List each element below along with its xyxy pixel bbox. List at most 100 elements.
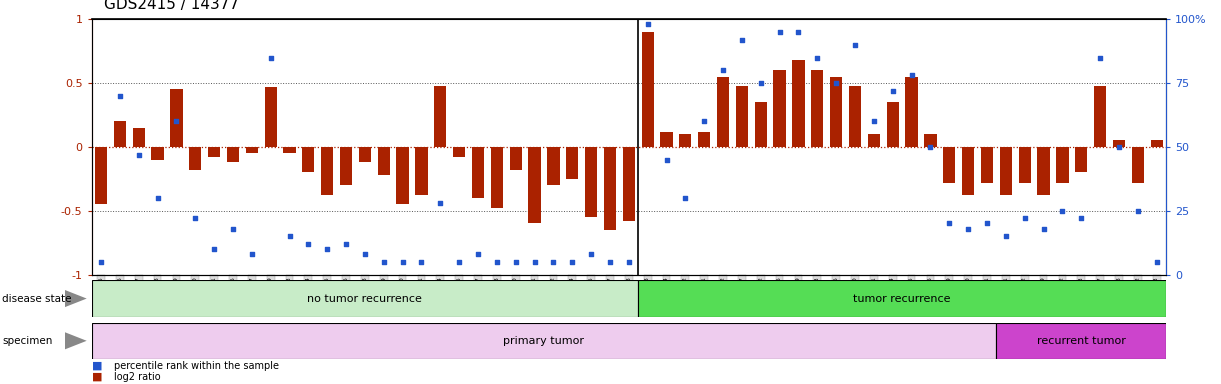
- Text: specimen: specimen: [2, 336, 53, 346]
- Point: [827, 80, 846, 86]
- Bar: [924, 134, 937, 147]
- Bar: [849, 86, 861, 147]
- Point: [1015, 215, 1034, 222]
- Bar: [585, 147, 597, 217]
- Bar: [114, 121, 126, 147]
- Point: [468, 251, 487, 257]
- Point: [883, 88, 902, 94]
- Point: [1109, 144, 1128, 150]
- Text: ■: ■: [92, 361, 103, 371]
- Bar: [604, 147, 617, 230]
- Point: [431, 200, 451, 206]
- Bar: [886, 102, 899, 147]
- Bar: [245, 147, 258, 153]
- Point: [902, 72, 922, 78]
- Bar: [943, 147, 955, 183]
- Point: [487, 259, 507, 265]
- Bar: [471, 147, 485, 198]
- Bar: [906, 77, 918, 147]
- Bar: [227, 147, 239, 162]
- Bar: [792, 60, 805, 147]
- Point: [581, 251, 601, 257]
- Point: [1147, 259, 1166, 265]
- Point: [637, 21, 657, 27]
- Bar: [717, 77, 729, 147]
- Bar: [1018, 147, 1031, 183]
- Bar: [698, 132, 711, 147]
- Bar: [755, 102, 767, 147]
- Bar: [151, 147, 164, 160]
- Bar: [321, 147, 333, 195]
- Point: [129, 151, 149, 157]
- Bar: [529, 147, 541, 223]
- Bar: [868, 134, 880, 147]
- Point: [505, 259, 525, 265]
- Text: recurrent tumor: recurrent tumor: [1037, 336, 1126, 346]
- Bar: [265, 87, 277, 147]
- Bar: [92, 323, 996, 359]
- Bar: [1094, 86, 1106, 147]
- Point: [299, 241, 319, 247]
- Point: [958, 225, 978, 232]
- Point: [204, 246, 223, 252]
- Point: [261, 55, 281, 61]
- Point: [393, 259, 413, 265]
- Point: [996, 233, 1016, 239]
- Bar: [170, 89, 182, 147]
- Bar: [509, 147, 521, 170]
- Point: [1128, 208, 1148, 214]
- Point: [110, 93, 129, 99]
- Point: [563, 259, 582, 265]
- Bar: [623, 147, 635, 221]
- Point: [1090, 55, 1110, 61]
- Point: [1053, 208, 1072, 214]
- Bar: [283, 147, 295, 153]
- Bar: [736, 86, 748, 147]
- Point: [449, 259, 469, 265]
- Bar: [397, 147, 409, 204]
- Bar: [962, 147, 974, 195]
- Point: [317, 246, 337, 252]
- Bar: [415, 147, 427, 195]
- Bar: [208, 147, 220, 157]
- Bar: [1112, 141, 1125, 147]
- Point: [657, 157, 676, 163]
- Point: [223, 225, 243, 232]
- Point: [525, 259, 545, 265]
- Text: no tumor recurrence: no tumor recurrence: [308, 293, 422, 304]
- Point: [695, 118, 714, 124]
- Bar: [811, 70, 823, 147]
- Text: GDS2415 / 14377: GDS2415 / 14377: [104, 0, 239, 12]
- Bar: [639, 280, 1166, 317]
- Point: [1072, 215, 1092, 222]
- Bar: [1056, 147, 1068, 183]
- Point: [807, 55, 827, 61]
- Bar: [95, 147, 107, 204]
- Point: [845, 42, 864, 48]
- Point: [789, 29, 808, 35]
- Bar: [1150, 141, 1162, 147]
- Bar: [1000, 147, 1012, 195]
- Point: [355, 251, 375, 257]
- Polygon shape: [65, 332, 87, 349]
- Point: [619, 259, 639, 265]
- Bar: [980, 147, 993, 183]
- Polygon shape: [65, 290, 87, 307]
- Bar: [339, 147, 352, 185]
- Point: [864, 118, 884, 124]
- Text: percentile rank within the sample: percentile rank within the sample: [114, 361, 278, 371]
- Bar: [830, 77, 842, 147]
- Point: [543, 259, 563, 265]
- Point: [336, 241, 355, 247]
- Bar: [1132, 147, 1144, 183]
- Bar: [303, 147, 315, 172]
- Bar: [359, 147, 371, 162]
- Point: [713, 67, 733, 73]
- Point: [186, 215, 205, 222]
- Point: [148, 195, 167, 201]
- Point: [92, 259, 111, 265]
- Point: [751, 80, 770, 86]
- Bar: [547, 147, 559, 185]
- Bar: [453, 147, 465, 157]
- Bar: [1076, 147, 1088, 172]
